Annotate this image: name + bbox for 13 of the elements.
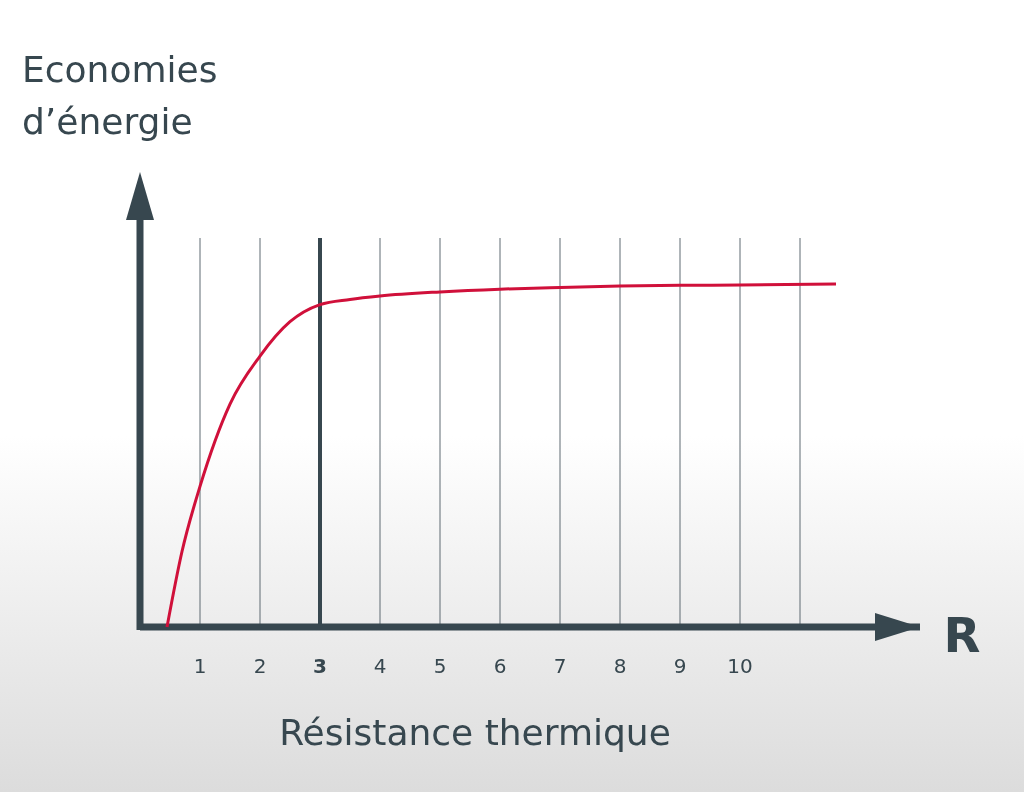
x-axis-title: Résistance thermique: [279, 712, 671, 753]
x-tick-label: 4: [373, 654, 387, 678]
x-tick-label: 9: [673, 654, 687, 678]
text: R: [943, 607, 981, 663]
x-tick-label: 5: [433, 654, 447, 678]
x-tick-label: 10: [727, 654, 753, 678]
x-tick-label: 8: [613, 654, 627, 678]
x-tick-label: 7: [553, 654, 567, 678]
x-tick-label: 3: [313, 654, 327, 678]
x-tick-label: 1: [193, 654, 207, 678]
y-axis-title: Economies d’énergie: [22, 49, 218, 142]
x-tick-label: 2: [253, 654, 267, 678]
x-tick-label: 6: [493, 654, 507, 678]
